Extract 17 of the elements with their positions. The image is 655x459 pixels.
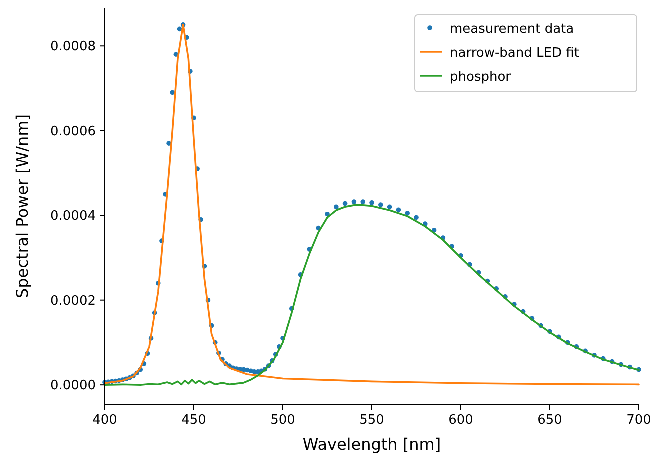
x-tick-label: 450	[182, 413, 206, 428]
y-tick-label: 0.0006	[50, 124, 96, 140]
y-tick-label: 0.0004	[50, 209, 96, 224]
x-tick-label: 500	[270, 413, 296, 428]
y-tick-label: 0.0008	[50, 40, 96, 55]
y-tick-label: 0.0000	[50, 378, 96, 394]
legend-label: measurement data	[450, 22, 574, 37]
x-tick-label: 400	[92, 413, 118, 428]
x-tick-label: 550	[360, 413, 384, 428]
legend-label: phosphor	[450, 70, 512, 85]
x-tick-label: 650	[538, 413, 562, 428]
y-tick-label: 0.0002	[50, 294, 96, 309]
legend-label: narrow-band LED fit	[450, 46, 580, 61]
x-axis-title: Wavelength [nm]	[302, 435, 442, 454]
y-axis-title: Spectral Power [W/nm]	[13, 114, 32, 299]
x-tick-label: 700	[626, 413, 652, 428]
x-tick-label: 600	[448, 413, 474, 428]
